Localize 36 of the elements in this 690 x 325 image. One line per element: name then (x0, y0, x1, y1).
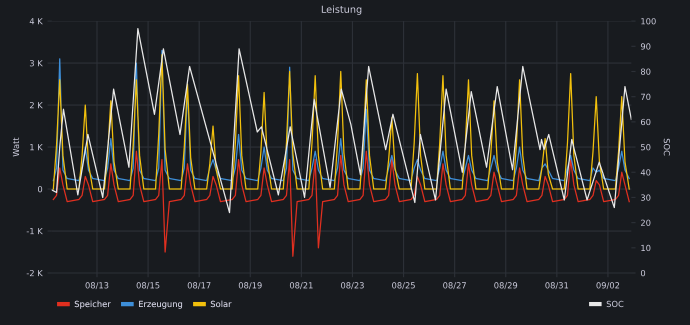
y-tick-label: 0 (38, 186, 42, 192)
y2-tick-label: 30 (641, 194, 650, 201)
x-tick-label: 08/29 (494, 282, 518, 290)
legend-label: Erzeugung (139, 300, 182, 309)
x-tick-label: 08/23 (341, 282, 364, 290)
y2-tick-label: 90 (640, 43, 650, 50)
y2-tick-label: 70 (641, 94, 650, 100)
x-tick-label: 08/21 (290, 282, 313, 290)
legend-label: Speicher (74, 300, 111, 309)
y-tick-label: 2 K (30, 102, 43, 108)
y2-tick-label: 40 (640, 169, 650, 176)
y2-tick-label: 20 (640, 220, 650, 226)
x-tick-label: 08/13 (86, 282, 108, 290)
y2-tick-label: 50 (641, 144, 650, 150)
x-tick-label: 08/27 (443, 282, 466, 290)
y2-tick-label: 100 (641, 18, 656, 24)
legend-label: SOC (606, 300, 624, 308)
x-tick-label: 08/15 (136, 282, 160, 290)
x-tick-label: 09/02 (596, 282, 620, 290)
x-tick-label: 08/25 (392, 282, 415, 290)
y2-tick-label: 80 (640, 68, 650, 75)
y2-tick-label: 60 (640, 118, 650, 126)
x-tick-label: 08/17 (188, 282, 210, 290)
y-tick-label: -2 K (26, 270, 43, 276)
y-axis-title: Watt (12, 138, 20, 156)
legend-label: Solar (210, 300, 232, 308)
x-tick-label: 08/19 (238, 282, 262, 290)
y-tick-label: 4 K (30, 18, 43, 24)
y-tick-label: -1 K (26, 228, 43, 234)
y2-tick-label: 0 (640, 270, 646, 276)
y-tick-label: 3 K (30, 60, 43, 66)
y2-tick-label: 10 (641, 244, 650, 252)
x-tick-label: 08/31 (545, 282, 568, 290)
chart-title: Leistung (322, 5, 362, 15)
y-tick-label: 1 K (30, 144, 43, 150)
y2-axis-title: SOC (664, 138, 670, 156)
